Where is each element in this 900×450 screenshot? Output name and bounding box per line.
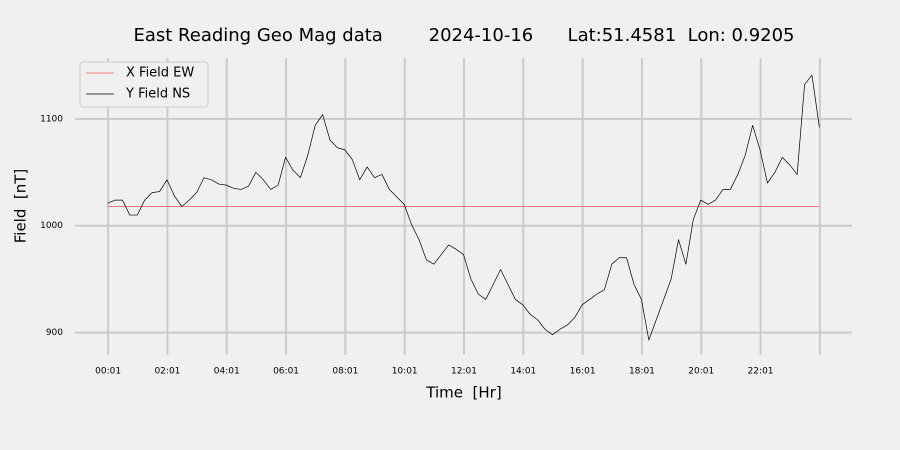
x-tick-label: 12:01 [451,367,477,377]
x-tick-label: 00:01 [95,367,121,377]
x-tick-label: 22:01 [748,367,774,377]
x-tick-label: 04:01 [214,367,240,377]
x-tick-label: 08:01 [332,367,358,377]
x-tick-label: 06:01 [273,367,299,377]
x-tick-label: 14:01 [510,367,536,377]
y-tick-label: 1000 [40,221,63,231]
y-tick-label: 900 [46,328,63,338]
x-tick-label: 18:01 [629,367,655,377]
legend: X Field EW Y Field NS [79,61,209,108]
y-axis-label: Field [nT] [12,169,30,244]
x-axis-label: Time [Hr] [425,384,501,402]
x-tick-label: 20:01 [688,367,714,377]
chart-title: East Reading Geo Mag data 2024-10-16 Lat… [133,25,794,46]
legend-label: X Field EW [126,66,194,81]
plot-area [107,74,820,341]
x-tick-label: 10:01 [392,367,418,377]
y-tick-label: 1100 [40,114,63,124]
legend-label: Y Field NS [125,87,190,102]
data-line [107,74,820,341]
x-tick-label: 02:01 [154,367,180,377]
x-tick-label: 16:01 [570,367,596,377]
